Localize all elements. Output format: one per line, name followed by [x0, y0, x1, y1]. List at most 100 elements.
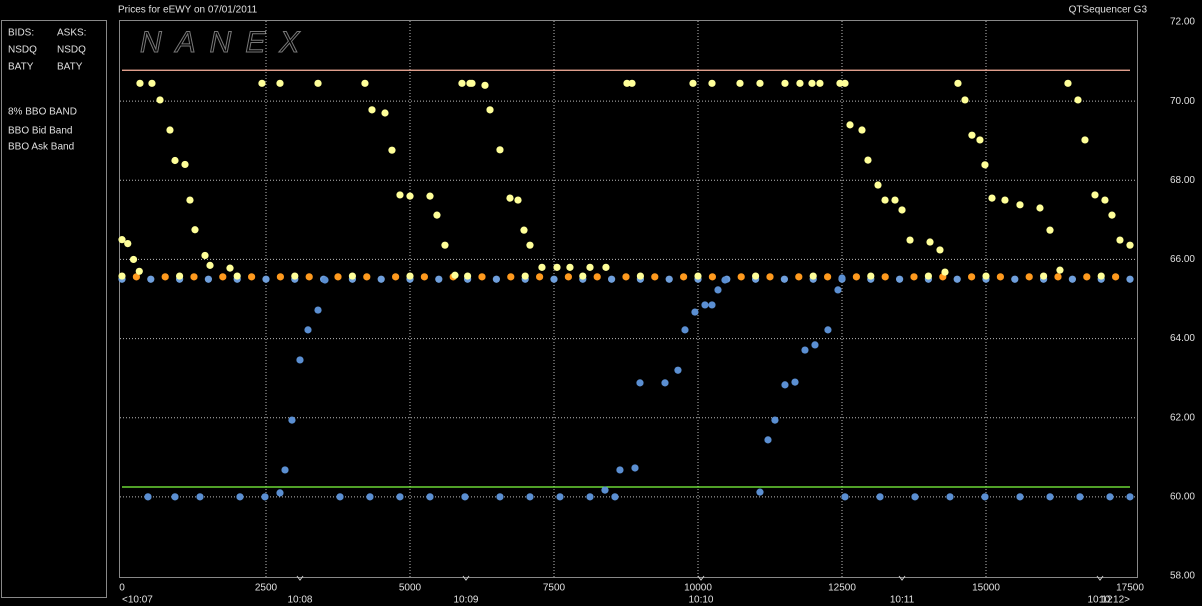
price-point — [981, 493, 989, 501]
price-point — [874, 181, 882, 189]
price-point — [461, 493, 469, 501]
price-point — [796, 79, 804, 87]
price-point — [258, 79, 266, 87]
price-point — [190, 273, 198, 281]
price-point — [1025, 273, 1033, 281]
price-point — [314, 79, 322, 87]
price-point — [976, 136, 984, 144]
price-point — [1108, 211, 1116, 219]
x-tick-label: 5000 — [399, 583, 422, 594]
price-point — [665, 275, 673, 283]
price-point — [201, 251, 209, 260]
price-point — [191, 226, 199, 234]
price-point — [961, 96, 969, 104]
price-point — [1126, 275, 1134, 283]
price-point — [1036, 204, 1044, 212]
price-point — [181, 160, 189, 169]
x-tick-label: 17500 — [1116, 583, 1144, 594]
price-point — [321, 276, 329, 284]
price-point — [521, 272, 529, 280]
price-point — [593, 273, 601, 281]
time-tick-mark — [1096, 575, 1104, 581]
price-point — [924, 272, 933, 280]
price-point — [526, 493, 534, 501]
price-point — [564, 273, 573, 281]
price-point — [1081, 136, 1089, 144]
y-tick-label: 58.00 — [1170, 571, 1195, 582]
price-point — [526, 241, 534, 249]
price-point — [936, 246, 944, 254]
price-point — [1091, 191, 1099, 199]
x-tick-label: 2500 — [255, 583, 278, 594]
price-point — [219, 273, 227, 281]
price-point — [867, 272, 875, 280]
price-point — [926, 238, 934, 246]
y-tick-label: 70.00 — [1170, 96, 1195, 107]
price-point — [1016, 493, 1024, 501]
price-point — [708, 301, 716, 309]
price-point — [233, 272, 241, 280]
price-point — [1126, 241, 1134, 249]
price-point — [553, 263, 561, 271]
price-point — [1064, 79, 1072, 87]
price-point — [791, 378, 799, 386]
price-point — [166, 126, 174, 134]
x-tick-label: 10000 — [684, 583, 712, 594]
price-point — [756, 79, 764, 87]
price-point — [631, 464, 639, 472]
legend-entry: BBO Ask Band — [8, 142, 74, 153]
time-tick-mark — [697, 575, 705, 581]
price-point — [171, 156, 179, 165]
price-point — [441, 241, 449, 249]
price-point — [276, 79, 284, 87]
price-point — [954, 79, 962, 87]
y-tick-label: 68.00 — [1170, 175, 1195, 186]
y-tick-label: 60.00 — [1170, 491, 1195, 502]
price-point — [651, 273, 659, 281]
time-tick-label: 10:11 — [890, 595, 915, 606]
price-point — [736, 79, 744, 87]
price-point — [377, 275, 385, 283]
price-point — [566, 263, 574, 271]
price-point — [694, 272, 702, 280]
price-point — [161, 273, 169, 281]
price-point — [910, 273, 918, 281]
price-point — [556, 493, 564, 501]
price-point — [361, 79, 369, 87]
price-point — [881, 273, 889, 281]
price-point — [433, 211, 441, 219]
price-point — [368, 106, 376, 114]
price-point — [766, 273, 774, 281]
price-point — [348, 272, 356, 280]
price-point — [708, 79, 716, 87]
price-point — [808, 79, 816, 87]
price-point — [801, 346, 809, 354]
price-point — [628, 79, 636, 87]
price-point — [520, 226, 528, 234]
app-name: QTSequencer G3 — [1069, 5, 1148, 16]
price-point — [296, 356, 304, 364]
price-point — [148, 79, 156, 87]
time-tick-label: 10:10 — [688, 595, 713, 606]
price-point — [396, 493, 404, 501]
price-point — [204, 275, 212, 283]
price-point — [281, 466, 289, 474]
chart-title: Prices for eEWY on 07/01/2011 — [118, 5, 258, 16]
price-point — [486, 106, 494, 114]
price-point — [451, 271, 459, 279]
price-point — [550, 275, 558, 283]
price-point — [1054, 273, 1062, 281]
price-point — [406, 272, 414, 280]
price-point — [388, 146, 396, 154]
price-point — [276, 489, 284, 497]
price-point — [236, 493, 244, 501]
price-point — [426, 192, 434, 200]
legend-header: 8% BBO BAND — [8, 107, 77, 118]
price-point — [186, 196, 194, 204]
price-point — [737, 273, 745, 281]
price-point — [118, 236, 126, 244]
y-tick-label: 72.00 — [1170, 17, 1195, 28]
price-point — [876, 493, 884, 501]
plot-frame — [119, 20, 1138, 578]
price-point — [262, 275, 270, 283]
